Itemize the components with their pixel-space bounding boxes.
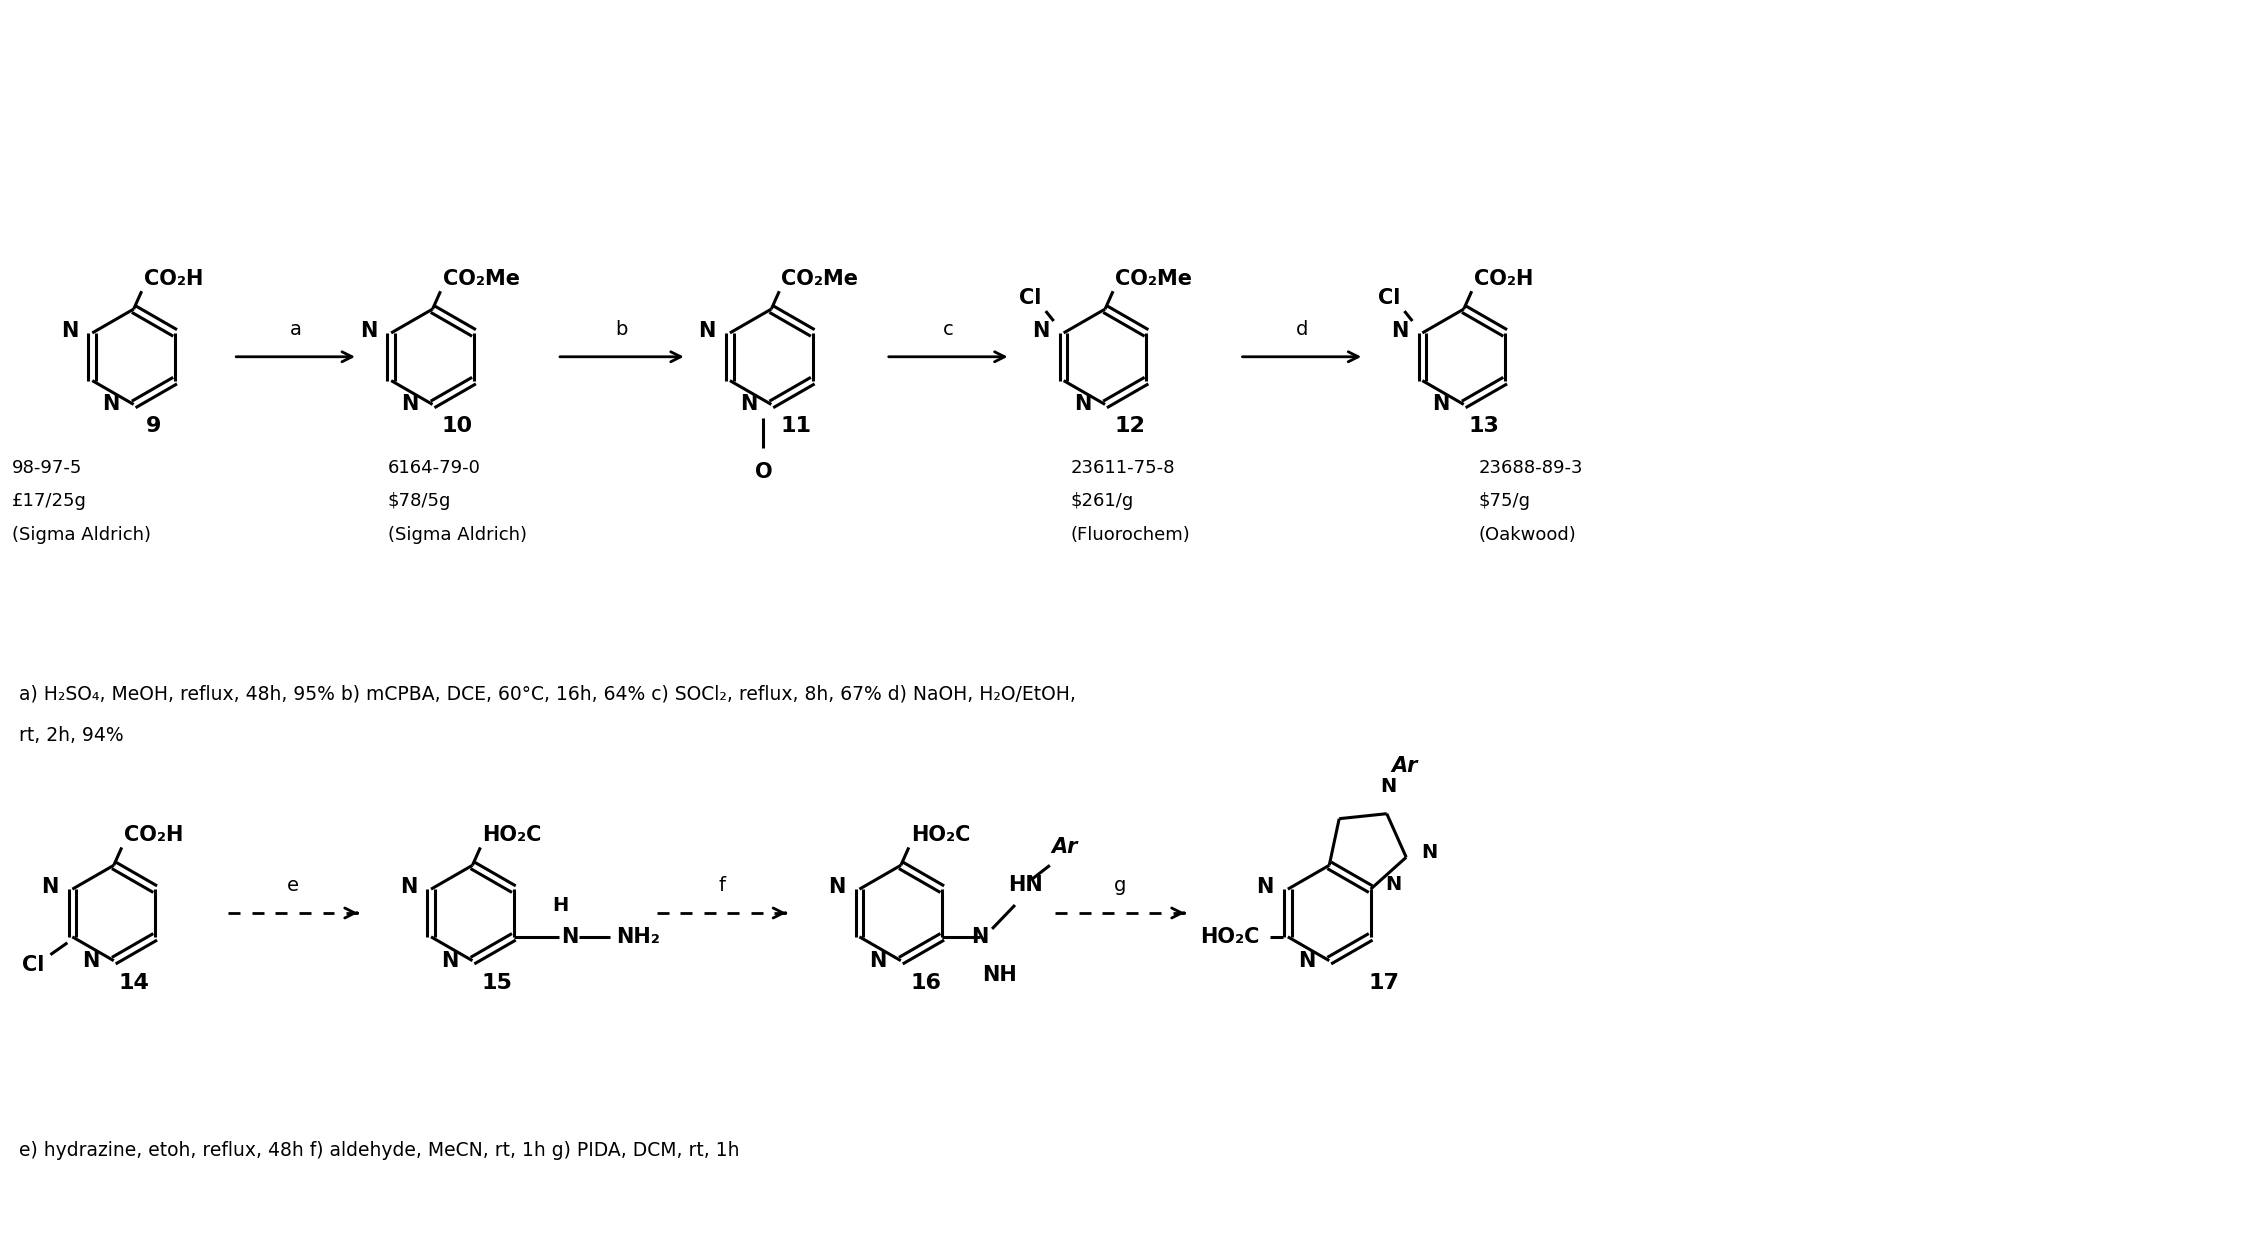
Text: N: N (1075, 394, 1090, 415)
Text: $261/g: $261/g (1070, 492, 1133, 510)
Text: e) hydrazine, etoh, reflux, 48h f) aldehyde, MeCN, rt, 1h g) PIDA, DCM, rt, 1h: e) hydrazine, etoh, reflux, 48h f) aldeh… (18, 1141, 739, 1161)
Text: H: H (552, 895, 568, 915)
Text: (Sigma Aldrich): (Sigma Aldrich) (11, 526, 151, 543)
Text: N: N (1390, 321, 1408, 341)
Text: e: e (286, 876, 300, 895)
Text: CO₂H: CO₂H (144, 269, 203, 289)
Text: 6164-79-0: 6164-79-0 (388, 459, 480, 477)
Text: HO₂C: HO₂C (482, 825, 541, 846)
Text: f: f (719, 876, 725, 895)
Text: a: a (291, 320, 302, 338)
Text: 17: 17 (1368, 972, 1399, 993)
Text: 9: 9 (146, 416, 162, 436)
Text: a) H₂SO₄, MeOH, reflux, 48h, 95% b) mCPBA, DCE, 60°C, 16h, 64% c) SOCl₂, reflux,: a) H₂SO₄, MeOH, reflux, 48h, 95% b) mCPB… (18, 684, 1077, 704)
Text: 16: 16 (910, 972, 942, 993)
Text: N: N (1433, 394, 1449, 415)
Text: CO₂Me: CO₂Me (782, 269, 858, 289)
Text: Ar: Ar (1052, 837, 1079, 857)
Text: Cl: Cl (1379, 288, 1401, 308)
Text: CO₂Me: CO₂Me (1115, 269, 1192, 289)
Text: Cl: Cl (23, 955, 45, 974)
Text: N: N (61, 321, 79, 341)
Text: 10: 10 (442, 416, 473, 436)
Text: N: N (360, 321, 376, 341)
Text: HO₂C: HO₂C (910, 825, 971, 846)
Text: N: N (971, 926, 989, 947)
Text: 13: 13 (1469, 416, 1498, 436)
Text: N: N (1257, 877, 1273, 897)
Text: CO₂H: CO₂H (124, 825, 182, 846)
Text: N: N (561, 926, 579, 947)
Text: CO₂H: CO₂H (1473, 269, 1532, 289)
Text: 23688-89-3: 23688-89-3 (1478, 459, 1584, 477)
Text: £17/25g: £17/25g (11, 492, 88, 510)
Text: N: N (442, 951, 457, 971)
Text: rt, 2h, 94%: rt, 2h, 94% (18, 726, 124, 745)
Text: c: c (942, 320, 953, 338)
Text: N: N (1381, 777, 1397, 795)
Text: CO₂Me: CO₂Me (442, 269, 520, 289)
Text: HO₂C: HO₂C (1201, 926, 1259, 947)
Text: $78/5g: $78/5g (388, 492, 451, 510)
Text: N: N (41, 877, 59, 897)
Text: N: N (83, 951, 99, 971)
Text: d: d (1295, 320, 1309, 338)
Text: N: N (829, 877, 845, 897)
Text: N: N (1422, 842, 1437, 862)
Text: O: O (755, 462, 773, 482)
Text: 98-97-5: 98-97-5 (11, 459, 83, 477)
Text: g: g (1113, 876, 1126, 895)
Text: b: b (615, 320, 629, 338)
Text: Cl: Cl (1018, 288, 1041, 308)
Text: NH₂: NH₂ (617, 926, 660, 947)
Text: $75/g: $75/g (1478, 492, 1530, 510)
Text: (Oakwood): (Oakwood) (1478, 526, 1577, 543)
Text: 11: 11 (782, 416, 811, 436)
Text: N: N (698, 321, 716, 341)
Text: N: N (1298, 951, 1316, 971)
Text: N: N (401, 394, 419, 415)
Text: N: N (399, 877, 417, 897)
Text: NH: NH (982, 965, 1016, 984)
Text: HN: HN (1007, 876, 1043, 895)
Text: Ar: Ar (1392, 756, 1417, 776)
Text: N: N (739, 394, 757, 415)
Text: 15: 15 (482, 972, 514, 993)
Text: N: N (1032, 321, 1050, 341)
Text: (Fluorochem): (Fluorochem) (1070, 526, 1190, 543)
Text: N: N (1386, 874, 1401, 894)
Text: 14: 14 (117, 972, 149, 993)
Text: (Sigma Aldrich): (Sigma Aldrich) (388, 526, 527, 543)
Text: 23611-75-8: 23611-75-8 (1070, 459, 1174, 477)
Text: N: N (870, 951, 888, 971)
Text: N: N (101, 394, 119, 415)
Text: 12: 12 (1115, 416, 1145, 436)
